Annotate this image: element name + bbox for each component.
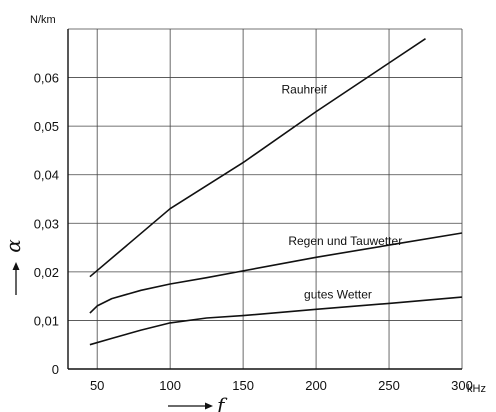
series-label: Regen und Tauwetter bbox=[288, 234, 402, 248]
x-axis-arrow-head bbox=[205, 402, 213, 410]
curves bbox=[89, 38, 463, 346]
y-tick-label: 0,01 bbox=[34, 313, 59, 328]
y-tick-label: 0,03 bbox=[34, 216, 59, 231]
x-unit-label: kHz bbox=[467, 383, 486, 395]
y-tick-label: 0,02 bbox=[34, 265, 59, 280]
x-tick-label: 100 bbox=[159, 378, 181, 393]
x-tick-label: 250 bbox=[378, 378, 400, 393]
x-tick-label: 300 bbox=[451, 378, 473, 393]
y-tick-labels: 0 0,01 0,02 0,03 0,04 0,05 0,06 bbox=[34, 71, 59, 377]
x-tick-labels: 50 100 150 200 250 300 bbox=[90, 378, 473, 393]
series-line bbox=[89, 296, 463, 346]
x-tick-label: 50 bbox=[90, 378, 104, 393]
y-unit-label: N/km bbox=[30, 14, 56, 26]
y-tick-label: 0 bbox=[52, 362, 59, 377]
x-tick-label: 150 bbox=[232, 378, 254, 393]
y-tick-label: 0,04 bbox=[34, 168, 59, 183]
grid bbox=[68, 28, 463, 369]
series-label: gutes Wetter bbox=[304, 287, 372, 301]
series-line bbox=[89, 232, 463, 314]
axes bbox=[67, 29, 462, 370]
y-tick-label: 0,05 bbox=[34, 119, 59, 134]
y-axis-symbol: α bbox=[1, 239, 25, 295]
y-tick-label: 0,06 bbox=[34, 71, 59, 86]
x-tick-label: 200 bbox=[305, 378, 327, 393]
f-symbol: f bbox=[215, 393, 228, 412]
y-axis-arrow-head bbox=[12, 262, 20, 270]
series-label: Rauhreif bbox=[282, 83, 328, 97]
curve-labels: Rauhreif Regen und Tauwetter gutes Wetter bbox=[282, 83, 403, 302]
series-line bbox=[89, 38, 426, 278]
x-axis-symbol: f bbox=[168, 393, 228, 412]
alpha-symbol: α bbox=[1, 239, 25, 253]
